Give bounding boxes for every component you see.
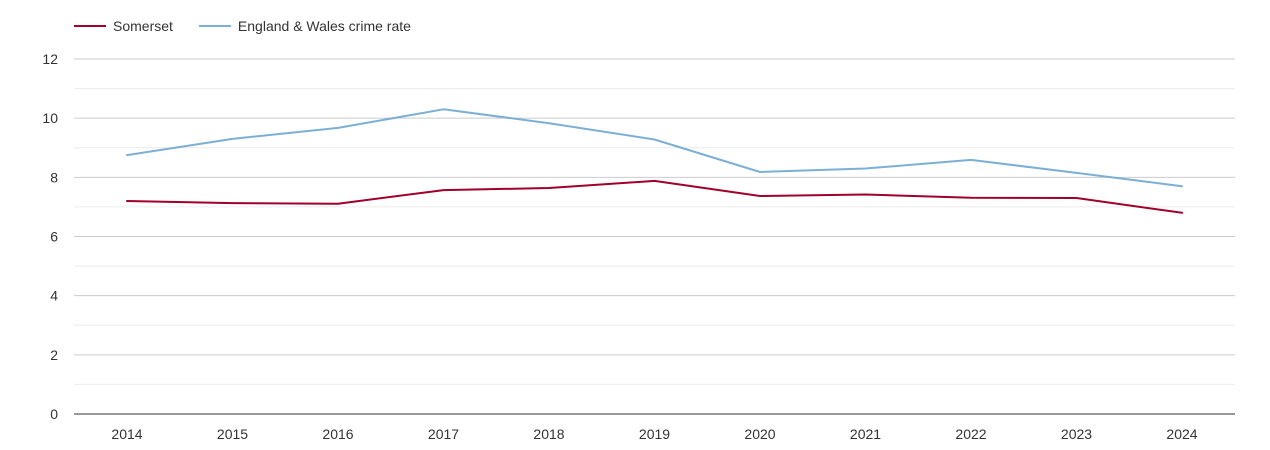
series-0 [123, 177, 1186, 217]
data-point[interactable] [334, 124, 342, 132]
x-tick-label: 2020 [744, 426, 775, 442]
data-point[interactable] [1073, 169, 1081, 177]
data-point[interactable] [440, 105, 448, 113]
series-line[interactable] [126, 179, 1183, 214]
y-tick-label: 6 [50, 229, 58, 245]
data-point[interactable] [229, 199, 237, 207]
data-point[interactable] [651, 135, 659, 143]
series-layer [123, 105, 1186, 217]
data-point[interactable] [756, 192, 764, 200]
x-tick-label: 2018 [533, 426, 564, 442]
legend-swatch-england-wales [198, 25, 231, 27]
data-point[interactable] [545, 119, 553, 127]
data-point[interactable] [123, 197, 131, 205]
data-point[interactable] [545, 184, 553, 192]
y-tick-label: 8 [50, 169, 58, 185]
axis-layer: 0 2 4 6 8 10 12 2014 2015 2016 2017 2018 2019 2020 202… [42, 51, 1235, 442]
x-tick-label: 2023 [1061, 426, 1092, 442]
x-tick-label: 2019 [639, 426, 670, 442]
series-1 [123, 105, 1186, 190]
legend: Somerset England & Wales crime rate [74, 15, 437, 37]
y-tick-label: 12 [42, 51, 58, 67]
data-point[interactable] [651, 177, 659, 185]
data-point[interactable] [1073, 194, 1081, 202]
data-point[interactable] [334, 200, 342, 208]
x-tick-label: 2024 [1166, 426, 1197, 442]
legend-item-somerset[interactable]: Somerset [74, 18, 173, 34]
data-point[interactable] [862, 190, 870, 198]
y-tick-label: 2 [50, 347, 58, 363]
data-point[interactable] [1178, 209, 1186, 217]
x-tick-label: 2022 [955, 426, 986, 442]
data-point[interactable] [440, 186, 448, 194]
x-tick-label: 2015 [217, 426, 248, 442]
x-tick-label: 2017 [428, 426, 459, 442]
legend-label-somerset: Somerset [113, 18, 173, 34]
series-line[interactable] [126, 108, 1183, 188]
data-point[interactable] [1178, 182, 1186, 190]
y-tick-label: 4 [50, 288, 58, 304]
y-tick-label: 10 [42, 110, 58, 126]
x-tick-label: 2014 [111, 426, 142, 442]
data-point[interactable] [756, 168, 764, 176]
legend-swatch-somerset [74, 25, 106, 27]
data-point[interactable] [862, 164, 870, 172]
grid-layer [74, 58, 1235, 385]
x-tick-label: 2016 [322, 426, 353, 442]
data-point[interactable] [967, 156, 975, 164]
data-point[interactable] [967, 194, 975, 202]
legend-label-england-wales: England & Wales crime rate [237, 18, 411, 34]
y-tick-label: 0 [50, 406, 58, 422]
x-tick-label: 2021 [850, 426, 881, 442]
data-point[interactable] [229, 135, 237, 143]
legend-item-england-wales[interactable]: England & Wales crime rate [198, 18, 411, 34]
data-point[interactable] [123, 151, 131, 159]
